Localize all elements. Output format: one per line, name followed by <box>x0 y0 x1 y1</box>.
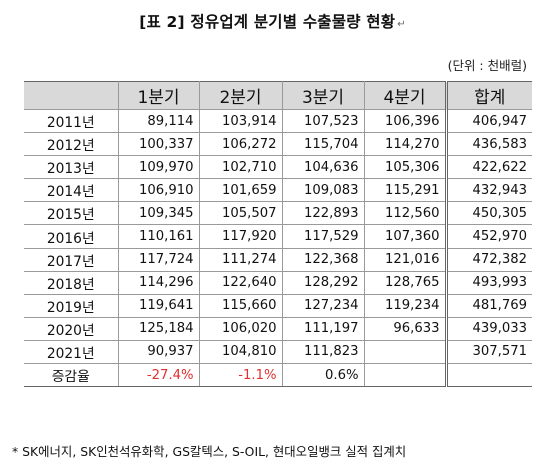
cell-total: 436,583 <box>446 132 532 157</box>
cell-q2: 101,659 <box>199 178 283 203</box>
cell-q3: 128,292 <box>282 270 365 295</box>
row-label: 2013년 <box>24 155 119 180</box>
cell-q4: 96,633 <box>364 316 448 341</box>
cell-q4: 105,306 <box>364 155 448 180</box>
cell-q4: 121,016 <box>364 247 448 272</box>
cell-q3: 115,704 <box>282 132 365 157</box>
cell-q2: 106,272 <box>199 132 283 157</box>
cell-q3: 111,197 <box>282 316 365 341</box>
cell-total: 439,033 <box>446 316 532 341</box>
row-label: 2018년 <box>24 270 119 295</box>
cell-q2: 104,810 <box>199 339 283 365</box>
header-q2: 2분기 <box>199 81 283 110</box>
table-row: 2011년 89,114 103,914 107,523 106,396 406,947 <box>24 108 532 134</box>
cell-total <box>446 363 532 388</box>
cell-total: 432,943 <box>446 178 532 203</box>
cell-q2: 106,020 <box>199 316 283 341</box>
row-label: 증감율 <box>24 363 119 388</box>
return-mark-icon: ↵ <box>397 19 406 30</box>
cell-q2: 103,914 <box>199 108 283 134</box>
cell-q1: 125,184 <box>118 316 200 341</box>
cell-q4: 115,291 <box>364 178 448 203</box>
cell-q4: 114,270 <box>364 132 448 157</box>
cell-q3: 117,529 <box>282 224 365 249</box>
cell-q1: 100,337 <box>118 132 200 157</box>
cell-q4 <box>364 339 448 365</box>
table-row: 2021년 90,937 104,810 111,823 307,571 <box>24 339 532 365</box>
table-title-text: [표 2] 정유업계 분기별 수출물량 현황 <box>139 13 396 31</box>
row-label: 2012년 <box>24 132 119 157</box>
table-row: 2019년 119,641 115,660 127,234 119,234 481,769 <box>24 293 532 318</box>
cell-q1: 109,970 <box>118 155 200 180</box>
cell-q4: 106,396 <box>364 108 448 134</box>
cell-q3: 122,893 <box>282 201 365 226</box>
cell-total: 481,769 <box>446 293 532 318</box>
header-q4: 4분기 <box>364 81 448 110</box>
cell-q2: 115,660 <box>199 293 283 318</box>
row-label: 2015년 <box>24 201 119 226</box>
cell-total: 422,622 <box>446 155 532 180</box>
cell-total: 307,571 <box>446 339 532 365</box>
row-label: 2011년 <box>24 108 119 134</box>
cell-q4: 107,360 <box>364 224 448 249</box>
row-label: 2016년 <box>24 224 119 249</box>
table-title: [표 2] 정유업계 분기별 수출물량 현황 ↵ <box>0 10 545 32</box>
table-row: 2017년 117,724 111,274 122,368 121,016 472,382 <box>24 247 532 272</box>
cell-q1: 117,724 <box>118 247 200 272</box>
table-row: 2020년 125,184 106,020 111,197 96,633 439,033 <box>24 316 532 341</box>
cell-q3: 122,368 <box>282 247 365 272</box>
table-row: 2012년 100,337 106,272 115,704 114,270 436,583 <box>24 132 532 157</box>
cell-total: 493,993 <box>446 270 532 295</box>
cell-q1: 119,641 <box>118 293 200 318</box>
row-label: 2014년 <box>24 178 119 203</box>
cell-q4 <box>364 363 448 388</box>
table-row: 2015년 109,345 105,507 122,893 112,560 450,305 <box>24 201 532 226</box>
cell-q4: 128,765 <box>364 270 448 295</box>
table-row: 증감율 -27.4% -1.1% 0.6% <box>24 363 532 388</box>
cell-q2: 111,274 <box>199 247 283 272</box>
cell-q2: 122,640 <box>199 270 283 295</box>
cell-q2: 117,920 <box>199 224 283 249</box>
row-label: 2017년 <box>24 247 119 272</box>
cell-q1: -27.4% <box>118 363 200 388</box>
cell-total: 472,382 <box>446 247 532 272</box>
cell-q3: 111,823 <box>282 339 365 365</box>
cell-q3: 107,523 <box>282 108 365 134</box>
table-row: 2013년 109,970 102,710 104,636 105,306 422,622 <box>24 155 532 180</box>
table-row: 2014년 106,910 101,659 109,083 115,291 432,943 <box>24 178 532 203</box>
row-label: 2019년 <box>24 293 119 318</box>
cell-total: 450,305 <box>446 201 532 226</box>
table-row: 2016년 110,161 117,920 117,529 107,360 452,970 <box>24 224 532 249</box>
cell-q1: 106,910 <box>118 178 200 203</box>
cell-q4: 119,234 <box>364 293 448 318</box>
cell-q2: 102,710 <box>199 155 283 180</box>
footnote: * SK에너지, SK인천석유화학, GS칼텍스, S-OIL, 현대오일뱅크 … <box>12 444 407 459</box>
cell-q3: 0.6% <box>282 363 365 388</box>
header-q3: 3분기 <box>282 81 365 110</box>
export-volume-table: 1분기 2분기 3분기 4분기 합계 2011년 89,114 103,914 107… <box>24 81 532 388</box>
header-total: 합계 <box>446 81 532 110</box>
header-q1: 1분기 <box>118 81 200 110</box>
cell-q2: -1.1% <box>199 363 283 388</box>
cell-q1: 110,161 <box>118 224 200 249</box>
cell-q3: 127,234 <box>282 293 365 318</box>
cell-q3: 104,636 <box>282 155 365 180</box>
unit-label: (단위 : 천배럴) <box>447 58 527 73</box>
cell-q4: 112,560 <box>364 201 448 226</box>
cell-q1: 109,345 <box>118 201 200 226</box>
row-label: 2021년 <box>24 339 119 365</box>
cell-q3: 109,083 <box>282 178 365 203</box>
cell-q2: 105,507 <box>199 201 283 226</box>
row-label: 2020년 <box>24 316 119 341</box>
cell-q1: 114,296 <box>118 270 200 295</box>
header-row: 1분기 2분기 3분기 4분기 합계 <box>24 81 532 110</box>
cell-total: 452,970 <box>446 224 532 249</box>
cell-total: 406,947 <box>446 108 532 134</box>
cell-q1: 90,937 <box>118 339 200 365</box>
cell-q1: 89,114 <box>118 108 200 134</box>
table-row: 2018년 114,296 122,640 128,292 128,765 493,993 <box>24 270 532 295</box>
header-corner <box>24 81 119 110</box>
